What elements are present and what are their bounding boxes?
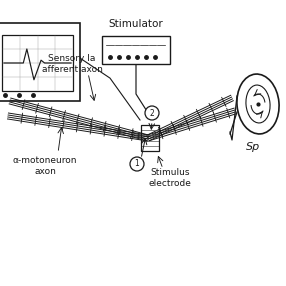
Bar [0,23,80,101]
Circle shape [145,106,159,120]
Text: α-motoneuron
axon: α-motoneuron axon [13,156,77,176]
Bar [2,35,73,91]
Bar [141,125,159,151]
Bar [102,36,170,64]
Text: Sensory Ia
afferent axon: Sensory Ia afferent axon [41,54,102,74]
Text: Sp: Sp [246,142,260,152]
Text: Stimulus
electrode: Stimulus electrode [148,168,191,188]
Text: 2: 2 [150,108,154,118]
Text: Stimulator: Stimulator [109,19,163,29]
Ellipse shape [237,74,279,134]
Text: 1: 1 [135,160,139,168]
Circle shape [130,157,144,171]
Ellipse shape [246,85,270,123]
